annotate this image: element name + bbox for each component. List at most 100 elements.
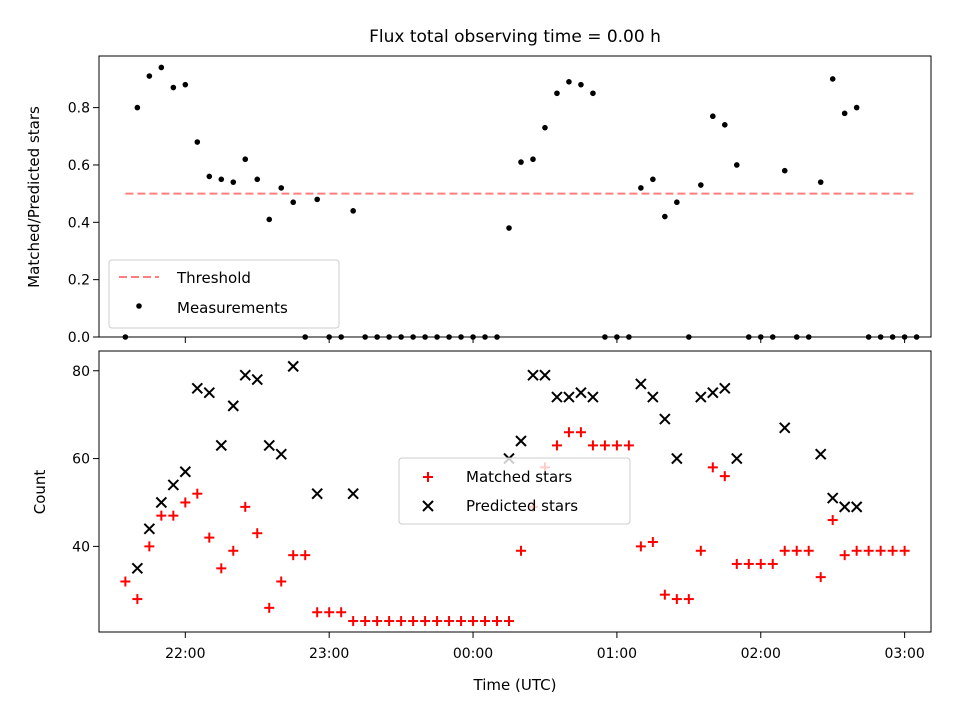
predicted-star-point <box>527 369 539 381</box>
legend-matched-swatch <box>423 472 433 482</box>
legend-threshold-label: Threshold <box>176 269 251 287</box>
matched-star-point <box>875 545 886 556</box>
predicted-star-marker-b <box>587 391 599 403</box>
predicted-star-marker-b <box>719 382 731 395</box>
predicted-star-marker-b <box>131 562 144 575</box>
measurement-point <box>470 334 476 340</box>
matched-star-point <box>767 558 778 569</box>
measurement-point <box>757 334 764 340</box>
measurement-point <box>638 185 644 191</box>
measurement-point <box>733 162 740 168</box>
measurement-point <box>566 79 572 85</box>
predicted-star-marker-b <box>203 387 216 399</box>
measurement-point <box>266 216 273 223</box>
measurement-point <box>218 176 225 183</box>
matched-star-point <box>360 616 371 627</box>
measurement-point <box>865 334 872 340</box>
top-subplot: 0.00.20.40.60.8 Matched/Predicted stars … <box>25 55 932 346</box>
matched-star-point <box>899 545 910 556</box>
legend-measurements-label: Measurements <box>177 299 288 317</box>
predicted-star-marker-b <box>707 387 719 399</box>
predicted-star-point <box>215 439 227 452</box>
predicted-star-marker-b <box>287 360 299 373</box>
measurement-point <box>590 90 596 97</box>
predicted-star-marker-b <box>551 391 563 403</box>
matched-star-point <box>396 616 407 627</box>
matched-star-point <box>252 528 263 539</box>
measurement-point <box>338 334 344 340</box>
x-tick-label: 02:00 <box>741 646 781 662</box>
measurement-point <box>194 139 201 145</box>
matched-star-point <box>719 471 730 482</box>
measurement-point <box>362 334 368 340</box>
predicted-star-marker-b <box>527 369 539 381</box>
predicted-star-marker-b <box>850 501 863 513</box>
top-y-tick-label: 0.6 <box>68 158 90 174</box>
matched-star-point <box>851 545 862 556</box>
predicted-star-marker-b <box>347 487 359 500</box>
measurement-point <box>817 179 824 185</box>
predicted-star-marker-b <box>227 400 239 412</box>
predicted-star-point <box>287 360 299 373</box>
legend-measurements-swatch <box>136 303 142 309</box>
measurement-point <box>721 122 728 128</box>
top-y-tick-label: 0.0 <box>68 330 90 346</box>
predicted-star-point <box>551 391 563 403</box>
matched-star-point <box>587 440 598 451</box>
matched-star-point <box>671 594 682 605</box>
bottom-legend[interactable]: Matched stars Predicted stars <box>398 457 631 525</box>
measurement-point <box>889 334 896 340</box>
predicted-star-marker-b <box>779 422 791 434</box>
matched-star-point <box>492 616 503 627</box>
matched-star-point <box>611 440 622 451</box>
matched-star-point <box>444 616 455 627</box>
legend-predicted-label: Predicted stars <box>466 497 578 515</box>
measurement-point <box>530 156 536 163</box>
matched-star-point <box>468 616 479 627</box>
predicted-star-marker-b <box>635 378 647 390</box>
x-tick-label: 01:00 <box>597 646 637 662</box>
measurement-point <box>326 334 332 340</box>
matched-star-point <box>324 607 335 618</box>
predicted-star-point <box>731 452 743 465</box>
predicted-star-point <box>707 387 719 399</box>
figure-title: Flux total observing time = 0.00 h <box>369 27 661 47</box>
measurement-point <box>614 334 620 340</box>
predicted-star-marker-b <box>575 387 587 399</box>
measurement-point <box>182 81 189 88</box>
matched-star-point <box>180 497 191 508</box>
matched-star-point <box>204 532 215 543</box>
predicted-star-point <box>563 391 575 403</box>
top-y-tick-label: 0.4 <box>68 215 90 231</box>
top-legend-box <box>108 259 340 329</box>
matched-star-point <box>156 510 167 521</box>
measurement-point <box>518 159 524 165</box>
matched-star-point <box>827 515 838 526</box>
matched-star-point <box>336 607 347 618</box>
measurement-point <box>698 182 704 188</box>
measurement-point <box>134 104 141 111</box>
predicted-star-marker-b <box>671 452 683 465</box>
matched-star-point <box>755 558 766 569</box>
predicted-star-point <box>311 487 323 500</box>
legend-matched-label: Matched stars <box>466 468 572 486</box>
measurement-point <box>434 334 440 340</box>
top-legend[interactable]: Threshold Measurements <box>108 259 340 329</box>
predicted-star-point <box>647 391 659 403</box>
matched-star-point <box>120 576 131 587</box>
matched-star-point <box>384 616 395 627</box>
measurement-point <box>745 334 752 340</box>
predicted-star-point <box>251 373 263 386</box>
matched-star-point <box>743 558 754 569</box>
matched-star-point <box>408 616 419 627</box>
predicted-star-point <box>587 391 599 403</box>
measurement-point <box>841 110 848 117</box>
top-y-tick-label: 0.8 <box>68 101 90 117</box>
predicted-star-marker-b <box>143 523 156 535</box>
measurement-point <box>542 124 548 131</box>
predicted-star-point <box>239 369 251 381</box>
measurement-point <box>650 176 656 183</box>
predicted-star-marker-b <box>263 439 275 452</box>
matched-star-point <box>887 545 898 556</box>
bottom-y-ticks: 40 60 80 <box>72 364 99 555</box>
